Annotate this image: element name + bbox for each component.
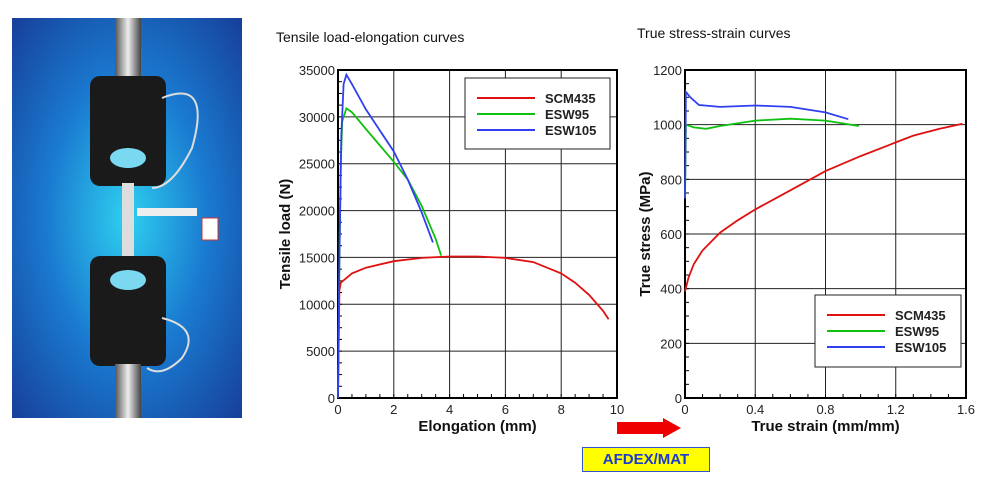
y-tick-label: 25000 [299, 157, 335, 172]
legend-label-scm435: SCM435 [895, 308, 946, 323]
legend-label-esw105: ESW105 [895, 340, 946, 355]
x-axis-label: Elongation (mm) [418, 418, 536, 435]
x-tick-label: 0.8 [816, 402, 834, 417]
y-axis-label: True stress (MPa) [637, 171, 654, 296]
y-axis-label: Tensile load (N) [277, 179, 294, 290]
y-tick-label: 30000 [299, 110, 335, 125]
y-tick-label: 1200 [653, 63, 682, 78]
series-line-esw105 [337, 72, 434, 399]
afdex-mat-label: AFDEX/MAT [582, 447, 710, 472]
plot-frame [337, 69, 618, 399]
y-tick-label: 200 [660, 336, 682, 351]
series-line-esw95 [684, 117, 860, 199]
x-tick-label: 6 [502, 402, 509, 417]
x-tick-label: 0 [681, 402, 688, 417]
y-tick-label: 0 [328, 391, 335, 406]
y-tick-label: 400 [660, 282, 682, 297]
x-tick-label: 0 [334, 402, 341, 417]
y-tick-label: 0 [675, 391, 682, 406]
legend-label-esw95: ESW95 [895, 324, 939, 339]
chart-title-load-elongation: Tensile load-elongation curves [276, 29, 465, 45]
x-tick-label: 1.2 [887, 402, 905, 417]
tensile-test-machine-photo [12, 18, 242, 418]
series-line-esw95 [337, 106, 443, 399]
x-tick-label: 4 [446, 402, 453, 417]
y-tick-label: 15000 [299, 250, 335, 265]
series-line-scm435 [684, 122, 963, 292]
x-tick-label: 1.6 [957, 402, 975, 417]
chart-title-stress-strain: True stress-strain curves [637, 25, 791, 41]
y-tick-label: 1000 [653, 118, 682, 133]
legend-label-scm435: SCM435 [545, 91, 596, 106]
y-tick-label: 600 [660, 227, 682, 242]
x-tick-label: 0.4 [746, 402, 764, 417]
y-tick-label: 800 [660, 172, 682, 187]
x-tick-label: 8 [558, 402, 565, 417]
x-tick-label: 10 [610, 402, 624, 417]
legend-label-esw95: ESW95 [545, 107, 589, 122]
series-line-esw105 [684, 89, 849, 199]
right-arrow-icon [617, 418, 681, 438]
x-tick-label: 2 [390, 402, 397, 417]
y-tick-label: 20000 [299, 204, 335, 219]
plot-frame [684, 69, 967, 399]
y-tick-label: 35000 [299, 63, 335, 78]
legend-label-esw105: ESW105 [545, 123, 596, 138]
x-axis-label: True strain (mm/mm) [751, 418, 899, 435]
series-line-scm435 [337, 255, 610, 399]
y-tick-label: 5000 [306, 344, 335, 359]
y-tick-label: 10000 [299, 297, 335, 312]
